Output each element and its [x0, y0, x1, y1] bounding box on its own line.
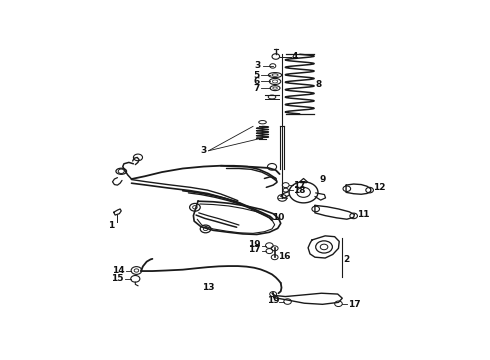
Text: 15: 15 — [111, 274, 124, 283]
Text: 1: 1 — [108, 221, 115, 230]
Text: 17: 17 — [294, 181, 306, 190]
Text: 3: 3 — [254, 62, 261, 71]
Text: 9: 9 — [319, 175, 326, 184]
Text: 4: 4 — [292, 52, 298, 61]
Text: 5: 5 — [253, 71, 260, 80]
Text: 13: 13 — [202, 283, 215, 292]
Text: 16: 16 — [278, 252, 290, 261]
Text: 6: 6 — [253, 77, 260, 86]
Text: 3: 3 — [200, 146, 207, 155]
Text: 17: 17 — [347, 300, 360, 309]
Text: 14: 14 — [112, 266, 125, 275]
Text: 12: 12 — [373, 183, 386, 192]
Text: 7: 7 — [253, 84, 260, 93]
Text: 19: 19 — [267, 297, 279, 306]
Text: 17: 17 — [248, 245, 261, 254]
Text: 8: 8 — [316, 80, 322, 89]
Text: 19: 19 — [248, 240, 261, 249]
Text: 2: 2 — [343, 256, 349, 265]
Text: 11: 11 — [357, 210, 369, 219]
Text: 18: 18 — [294, 186, 306, 195]
Text: 10: 10 — [272, 213, 284, 222]
